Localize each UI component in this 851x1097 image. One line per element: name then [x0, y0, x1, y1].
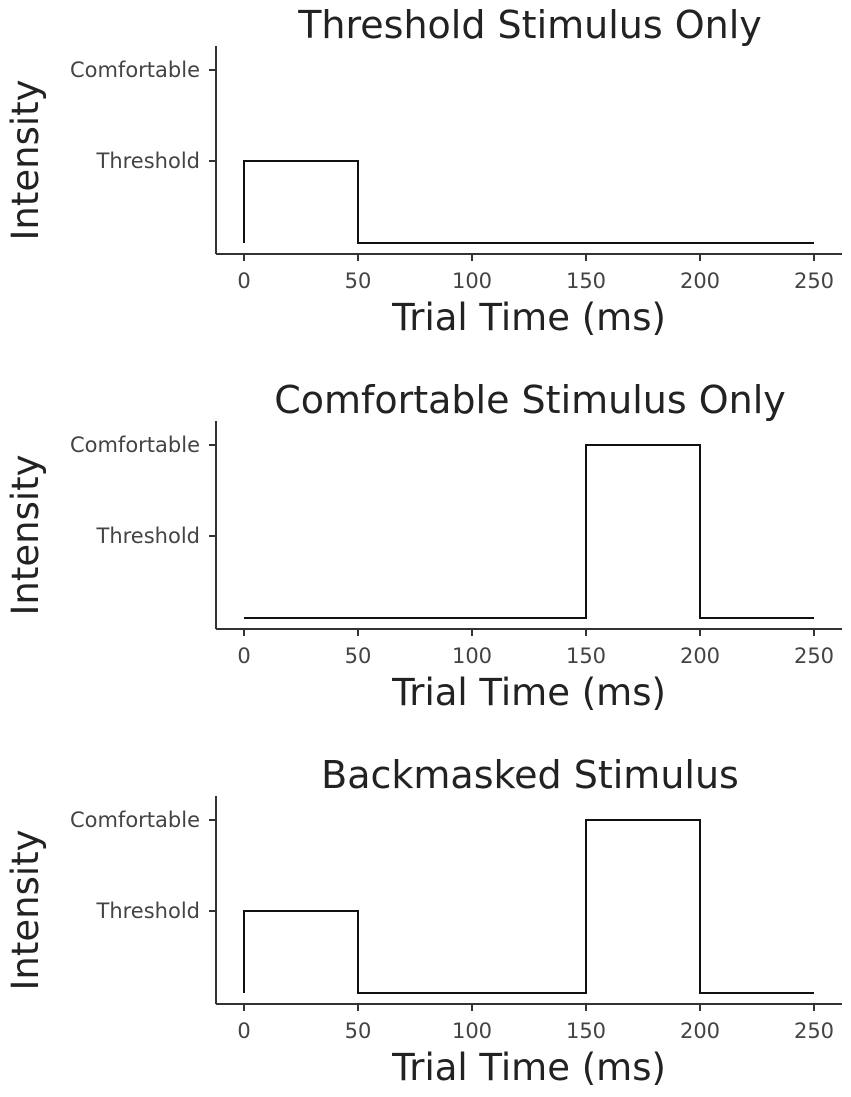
chart-panel-2: Comfortable Stimulus Only Threshold Comfor… [4, 378, 842, 714]
x-axis-label: Trial Time (ms) [391, 1046, 666, 1089]
x-tick-label: 250 [794, 644, 834, 668]
x-tick-label: 250 [794, 269, 834, 293]
x-tick-label: 200 [680, 1019, 720, 1043]
x-tick-label: 200 [680, 269, 720, 293]
y-axis-label: Intensity [4, 454, 47, 615]
x-tick-label: 150 [566, 269, 606, 293]
x-tick-label: 50 [345, 1019, 372, 1043]
x-tick-label: 50 [345, 644, 372, 668]
y-tick-label: Comfortable [70, 58, 200, 82]
x-tick-label: 150 [566, 644, 606, 668]
y-axis-label: Intensity [4, 79, 47, 240]
x-tick-label: 50 [345, 269, 372, 293]
x-tick-label: 250 [794, 1019, 834, 1043]
chart-title: Backmasked Stimulus [321, 753, 739, 797]
x-tick-label: 100 [452, 269, 492, 293]
y-tick-label: Threshold [96, 524, 201, 548]
x-tick-label: 0 [237, 644, 250, 668]
x-tick-label: 0 [237, 1019, 250, 1043]
chart-title: Threshold Stimulus Only [297, 3, 762, 47]
y-tick-label: Threshold [96, 899, 201, 923]
series-line [244, 444, 814, 619]
x-axis-label: Trial Time (ms) [391, 296, 666, 339]
x-tick-label: 200 [680, 644, 720, 668]
x-tick-label: 0 [237, 269, 250, 293]
y-tick-label: Comfortable [70, 808, 200, 832]
y-tick-label: Threshold [96, 149, 201, 173]
chart-panel-3: Backmasked Stimulus Threshold Comfortable 0… [4, 753, 842, 1089]
y-axis-label: Intensity [4, 829, 47, 990]
series-line [243, 819, 814, 994]
series-line [243, 160, 814, 244]
x-tick-label: 100 [452, 644, 492, 668]
chart-panel-1: Threshold Stimulus Only Threshold Comforta… [4, 3, 842, 339]
x-tick-label: 100 [452, 1019, 492, 1043]
chart-title: Comfortable Stimulus Only [274, 378, 786, 422]
y-tick-label: Comfortable [70, 433, 200, 457]
x-tick-label: 150 [566, 1019, 606, 1043]
x-axis-label: Trial Time (ms) [391, 671, 666, 714]
